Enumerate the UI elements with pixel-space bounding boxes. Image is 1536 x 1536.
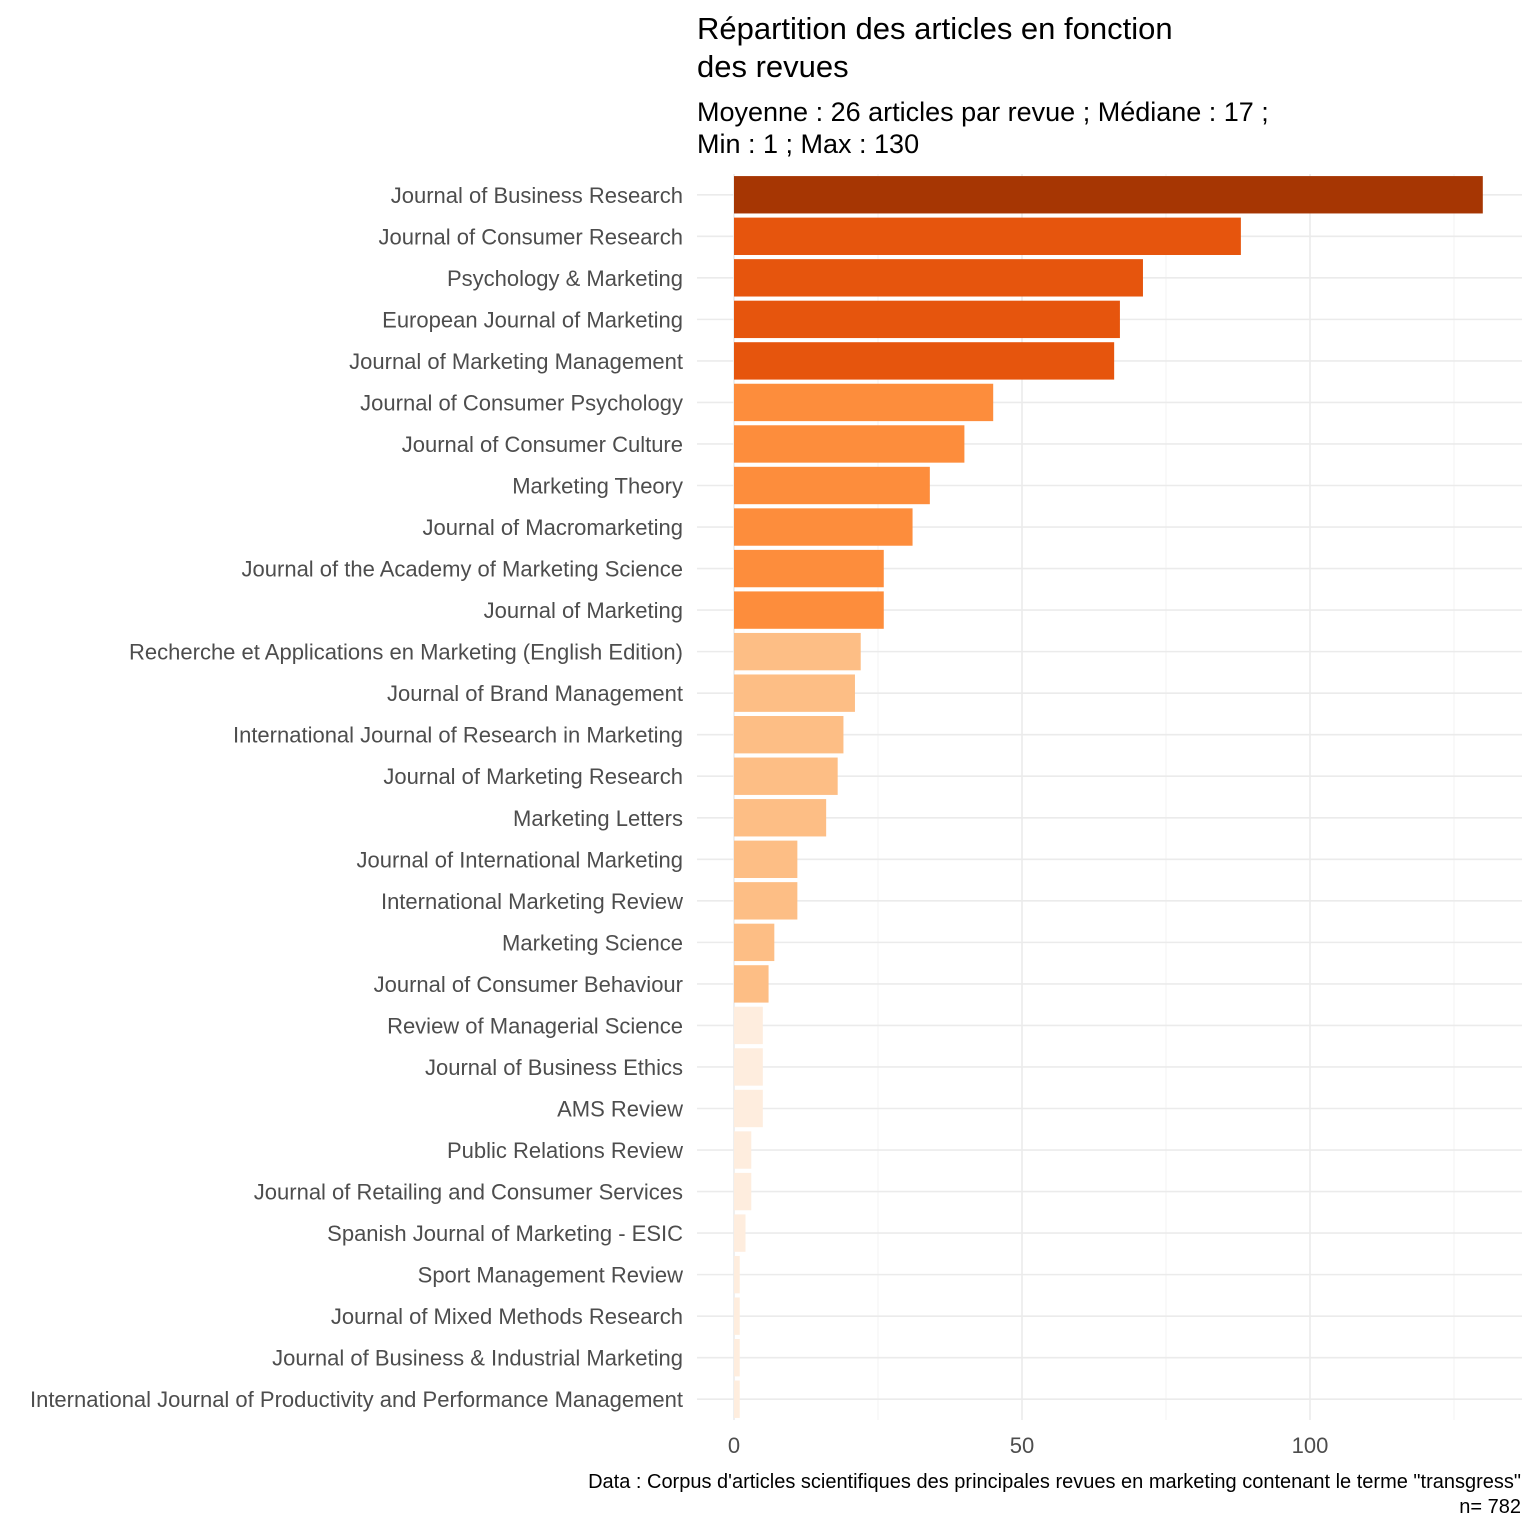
- bar: [734, 1339, 740, 1377]
- y-tick-label: Public Relations Review: [447, 1138, 683, 1163]
- bar: [734, 549, 884, 588]
- bar: [734, 300, 1120, 339]
- x-tick-label: 0: [728, 1433, 740, 1458]
- bar: [734, 1214, 746, 1252]
- y-tick-label: Journal of Business & Industrial Marketi…: [272, 1346, 683, 1371]
- y-tick-label: Journal of Consumer Behaviour: [374, 972, 683, 997]
- bar: [734, 1172, 752, 1211]
- y-tick-label: Journal of Business Research: [391, 183, 683, 208]
- y-tick-label: European Journal of Marketing: [382, 307, 683, 332]
- bar: [734, 965, 769, 1003]
- bar: [734, 632, 861, 671]
- y-tick-label: Review of Managerial Science: [387, 1013, 683, 1038]
- y-tick-label: Journal of the Academy of Marketing Scie…: [242, 557, 683, 582]
- y-tick-label: International Marketing Review: [381, 889, 683, 914]
- bar: [734, 466, 930, 505]
- chart-title: Répartition des articles en fonction des…: [697, 11, 1173, 84]
- y-tick-label: Journal of Mixed Methods Research: [331, 1304, 683, 1329]
- y-tick-label: Journal of Retailing and Consumer Servic…: [254, 1180, 683, 1205]
- bar: [734, 923, 775, 962]
- y-tick-label: Journal of Business Ethics: [425, 1055, 683, 1080]
- y-tick-label: Recherche et Applications en Marketing (…: [129, 640, 683, 665]
- bar: [734, 674, 855, 712]
- y-tick-label: Marketing Letters: [513, 806, 683, 831]
- y-tick-label: Journal of Marketing Research: [383, 764, 683, 789]
- y-tick-label: Marketing Science: [502, 930, 683, 955]
- bar: [734, 799, 827, 837]
- y-tick-label: Journal of Consumer Psychology: [360, 390, 683, 415]
- bar: [734, 1048, 763, 1086]
- y-tick-label: Journal of Macromarketing: [423, 515, 683, 540]
- bar: [734, 176, 1483, 214]
- bar: [734, 882, 798, 920]
- bar: [734, 342, 1115, 380]
- bar: [734, 1297, 740, 1335]
- bar: [734, 425, 965, 463]
- bar: [734, 591, 884, 629]
- y-tick-label: Spanish Journal of Marketing - ESIC: [327, 1221, 683, 1246]
- bar: [734, 1380, 740, 1418]
- y-tick-label: International Journal of Productivity an…: [30, 1387, 683, 1412]
- chart-subtitle: Moyenne : 26 articles par revue ; Médian…: [697, 97, 1269, 159]
- chart-caption: Data : Corpus d'articles scientifiques d…: [588, 1471, 1521, 1518]
- y-tick-label: International Journal of Research in Mar…: [233, 723, 683, 748]
- y-tick-label: Journal of Marketing Management: [349, 349, 683, 374]
- y-tick-label: Journal of Marketing: [484, 598, 683, 623]
- bar: [734, 217, 1241, 255]
- y-tick-label: Journal of International Marketing: [356, 847, 683, 872]
- x-tick-label: 100: [1292, 1433, 1329, 1458]
- bar: [734, 840, 798, 878]
- bar: [734, 508, 913, 546]
- y-tick-label: Journal of Consumer Culture: [402, 432, 683, 457]
- bar: [734, 259, 1143, 297]
- bar: [734, 1089, 763, 1128]
- y-tick-label: Psychology & Marketing: [447, 266, 683, 291]
- y-tick-label: Marketing Theory: [512, 474, 683, 499]
- y-tick-label: AMS Review: [557, 1097, 683, 1122]
- x-tick-label: 50: [1010, 1433, 1034, 1458]
- bar: [734, 383, 994, 422]
- y-tick-label: Journal of Consumer Research: [379, 224, 683, 249]
- y-tick-label: Sport Management Review: [418, 1263, 683, 1288]
- bar: [734, 716, 844, 754]
- y-tick-label: Journal of Brand Management: [387, 681, 683, 706]
- bar: [734, 1006, 763, 1045]
- bar: [734, 757, 838, 795]
- bar: [734, 1131, 752, 1169]
- bar: [734, 1255, 740, 1294]
